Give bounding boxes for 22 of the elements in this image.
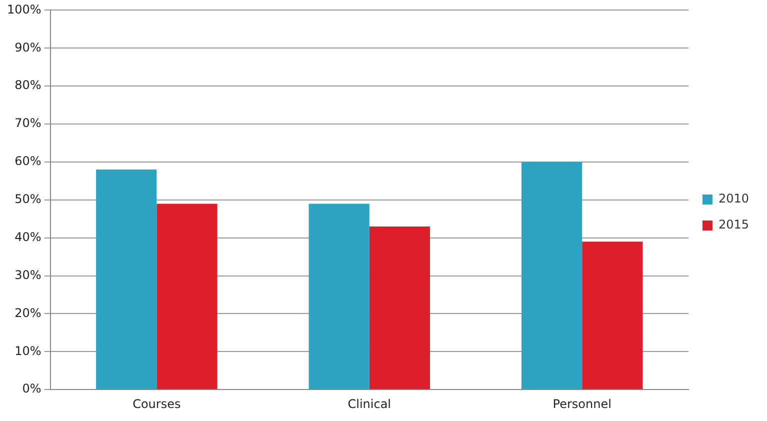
y-tick-label: 100% xyxy=(6,2,42,16)
y-tick-label: 10% xyxy=(14,344,42,358)
y-tick-label: 50% xyxy=(14,192,42,206)
x-tick-label: Personnel xyxy=(552,396,612,411)
bar xyxy=(369,226,430,390)
bar xyxy=(156,204,218,390)
y-tick-label: 80% xyxy=(14,78,42,92)
bar xyxy=(96,170,157,390)
bar xyxy=(521,162,582,390)
bar xyxy=(582,242,643,390)
y-tick-label: 90% xyxy=(14,40,42,54)
legend-label: 2010 xyxy=(718,192,750,206)
x-tick-label: Clinical xyxy=(348,396,392,411)
y-tick-label: 40% xyxy=(14,230,42,244)
y-tick-label: 30% xyxy=(14,268,42,282)
y-tick-label: 60% xyxy=(14,154,42,168)
legend-label: 2015 xyxy=(718,218,750,232)
y-tick-label: 20% xyxy=(14,306,42,320)
bar xyxy=(308,204,370,390)
y-tick-label: 0% xyxy=(22,382,42,396)
x-tick-label: Courses xyxy=(132,396,181,411)
y-tick-label: 70% xyxy=(14,116,42,130)
